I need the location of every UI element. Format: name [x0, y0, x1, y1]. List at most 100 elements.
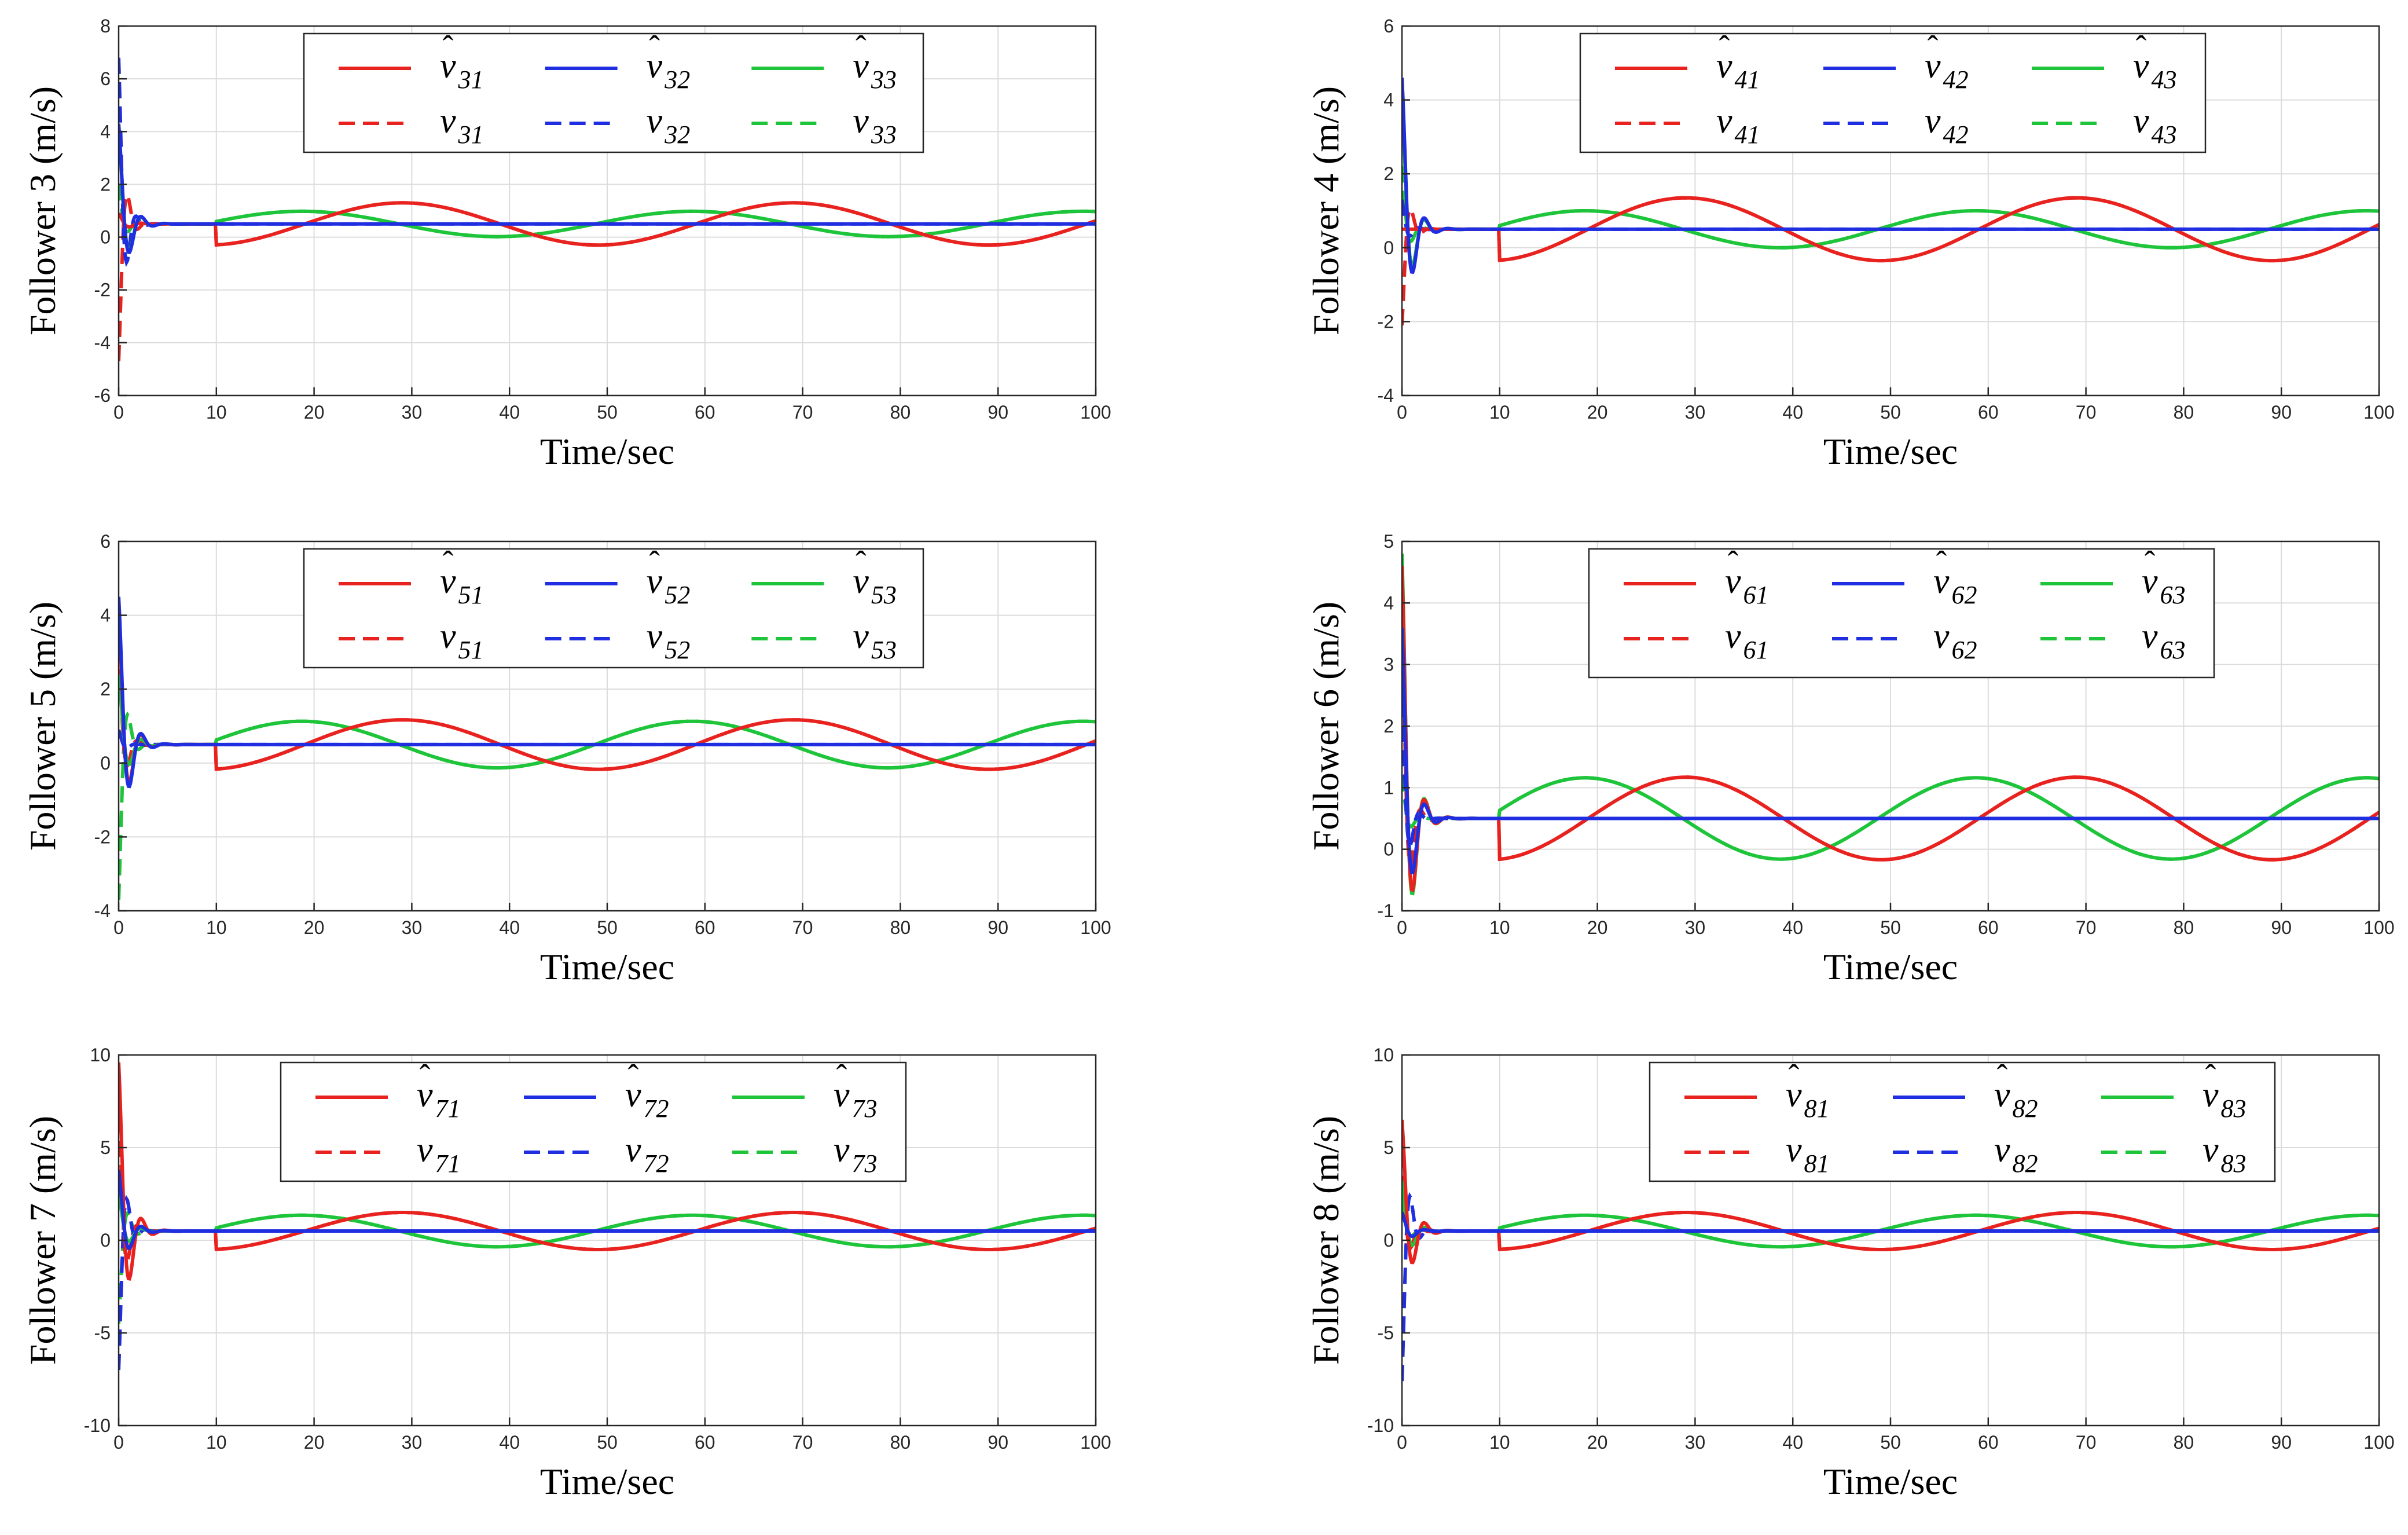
y-tick-label: 10 — [1373, 1045, 1394, 1065]
x-tick-label: 60 — [1978, 402, 1999, 423]
x-tick-label: 100 — [1080, 1432, 1111, 1453]
x-axis-label: Time/sec — [540, 1461, 674, 1502]
legend-box — [280, 1061, 907, 1182]
y-tick-label: -4 — [1378, 385, 1394, 406]
legend-hat-accent: ˆ — [649, 30, 660, 65]
x-tick-label: 100 — [2363, 1432, 2394, 1453]
x-tick-label: 50 — [597, 402, 618, 423]
y-tick-label: 8 — [100, 16, 111, 36]
series-line-71-estimate — [119, 1062, 1096, 1281]
x-tick-label: 10 — [206, 917, 227, 938]
y-tick-label: -10 — [84, 1415, 111, 1436]
series-line-63-estimate — [1402, 554, 2379, 896]
x-tick-label: 40 — [499, 402, 520, 423]
x-axis-label: Time/sec — [540, 946, 674, 987]
x-tick-label: 0 — [1397, 402, 1407, 423]
y-tick-label: 6 — [100, 68, 111, 89]
y-tick-label: -6 — [94, 385, 111, 406]
y-tick-label: 2 — [1383, 716, 1394, 737]
y-axis-label: Follower 3 (m/s) — [22, 86, 63, 335]
y-tick-label: 2 — [100, 174, 111, 195]
x-tick-label: 70 — [2076, 402, 2097, 423]
chart-panel-1: 0 10 20 30 40 50 60 70 80 90 100 -6 -4 -2 0 2 4 6 8 Time/se… — [22, 16, 1111, 472]
x-tick-label: 100 — [1080, 917, 1111, 938]
x-tick-label: 0 — [113, 402, 124, 423]
x-tick-label: 0 — [1397, 1432, 1407, 1453]
x-axis-label: Time/sec — [1823, 946, 1958, 987]
legend-hat-accent: ˆ — [2205, 1058, 2216, 1094]
x-tick-label: 10 — [1489, 917, 1510, 938]
legend-box — [1649, 1061, 2276, 1182]
series-line-62-estimate — [1402, 627, 2379, 875]
x-tick-label: 70 — [792, 1432, 813, 1453]
y-tick-label: -4 — [94, 332, 111, 353]
x-tick-label: 90 — [2271, 402, 2292, 423]
x-axis-label: Time/sec — [1823, 431, 1958, 472]
legend-hat-accent: ˆ — [1728, 545, 1739, 581]
y-tick-label: -1 — [1378, 900, 1394, 921]
legend-box — [1588, 548, 2215, 679]
x-tick-label: 0 — [113, 917, 124, 938]
y-tick-label: 0 — [1383, 237, 1394, 258]
y-tick-label: 4 — [1383, 592, 1394, 613]
legend-hat-accent: ˆ — [1789, 1058, 1800, 1094]
y-tick-label: 4 — [100, 121, 111, 142]
y-tick-label: 0 — [100, 753, 111, 774]
x-tick-label: 90 — [988, 402, 1008, 423]
y-tick-label: -10 — [1367, 1415, 1394, 1436]
x-axis-label: Time/sec — [1823, 1461, 1958, 1502]
x-tick-label: 50 — [597, 1432, 618, 1453]
y-axis-label: Follower 7 (m/s) — [22, 1116, 63, 1365]
series-line-53-estimate — [119, 674, 1096, 770]
y-tick-label: -4 — [94, 900, 111, 921]
x-tick-label: 60 — [1978, 917, 1999, 938]
y-tick-label: 5 — [100, 1137, 111, 1158]
x-tick-label: 40 — [499, 917, 520, 938]
x-tick-label: 50 — [1880, 917, 1901, 938]
y-tick-label: 6 — [1383, 16, 1394, 36]
chart-panel-6: 0 10 20 30 40 50 60 70 80 90 100 -10 -5 0 5 10 Time/sec F… — [1305, 1045, 2395, 1502]
x-tick-label: 20 — [304, 917, 325, 938]
x-tick-label: 30 — [402, 1432, 423, 1453]
y-tick-label: 1 — [1383, 777, 1394, 798]
legend-hat-accent: ˆ — [649, 545, 660, 581]
x-tick-label: 70 — [792, 402, 813, 423]
series-line-31-estimate — [119, 201, 1096, 247]
x-tick-label: 80 — [890, 917, 911, 938]
x-tick-label: 60 — [695, 1432, 715, 1453]
y-tick-label: 6 — [100, 531, 111, 552]
legend-box — [303, 32, 924, 153]
x-tick-label: 20 — [1587, 1432, 1608, 1453]
legend-hat-accent: ˆ — [836, 1058, 847, 1094]
y-axis-label: Follower 6 (m/s) — [1305, 602, 1346, 851]
x-tick-label: 20 — [1587, 917, 1608, 938]
chart-panel-4: 0 10 20 30 40 50 60 70 80 90 100-1012345Time/secFo… — [1305, 531, 2395, 987]
chart-panel-3: 0 10 20 30 40 50 60 70 80 90 100 -4 -2 0 2 4 6 Time/sec Fo… — [22, 531, 1111, 987]
legend-hat-accent: ˆ — [856, 545, 867, 581]
x-tick-label: 90 — [2271, 917, 2292, 938]
y-axis-label: Follower 4 (m/s) — [1305, 86, 1346, 335]
x-axis-label: Time/sec — [540, 431, 674, 472]
y-tick-label: 4 — [1383, 90, 1394, 111]
y-tick-label: -2 — [94, 280, 111, 301]
x-tick-label: 10 — [1489, 402, 1510, 423]
x-tick-label: 70 — [2076, 1432, 2097, 1453]
legend-box — [1579, 32, 2207, 153]
y-tick-label: -2 — [1378, 311, 1394, 332]
y-tick-label: 3 — [1383, 654, 1394, 675]
x-tick-label: 50 — [1880, 402, 1901, 423]
x-tick-label: 10 — [206, 1432, 227, 1453]
legend-hat-accent: ˆ — [856, 30, 867, 65]
x-tick-label: 70 — [792, 917, 813, 938]
legend-hat-accent: ˆ — [1997, 1058, 2008, 1094]
series-line-33-estimate — [119, 129, 1096, 253]
series-line-43-estimate — [1402, 100, 2379, 268]
legend-hat-accent: ˆ — [2136, 30, 2147, 65]
y-tick-label: -2 — [94, 826, 111, 847]
y-tick-label: 0 — [100, 227, 111, 248]
x-tick-label: 30 — [402, 917, 423, 938]
x-tick-label: 60 — [695, 917, 715, 938]
x-tick-label: 50 — [1880, 1432, 1901, 1453]
legend-hat-accent: ˆ — [443, 30, 454, 65]
